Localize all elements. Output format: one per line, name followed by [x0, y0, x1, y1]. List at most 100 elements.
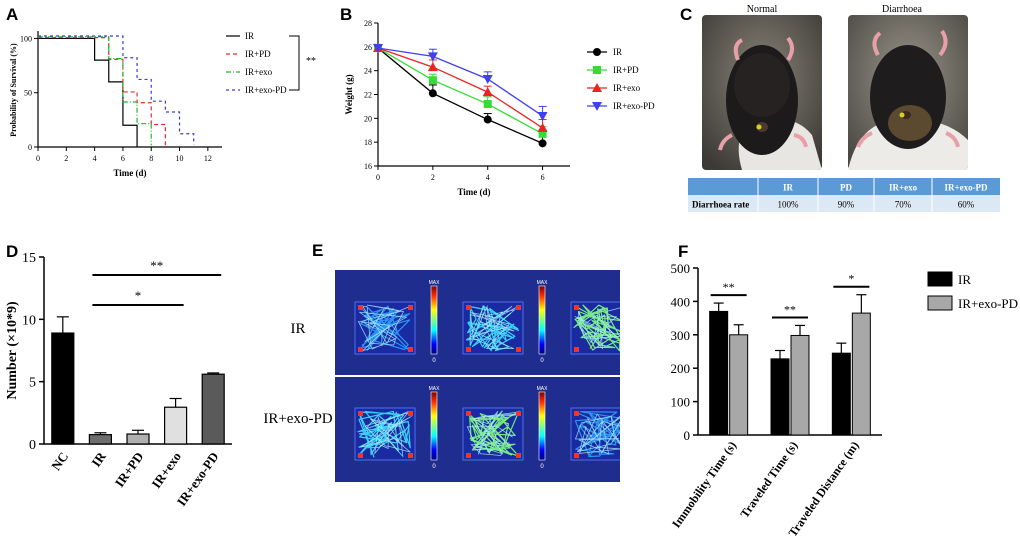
y-tick-label: 200 [671, 361, 691, 376]
x-tick-label: 6 [121, 154, 125, 163]
significance-label: ** [150, 258, 163, 273]
x-tick-label: 4 [486, 173, 490, 182]
table-header-pd: PD [840, 183, 852, 193]
legend-label-ir-pd: IR+PD [245, 49, 271, 59]
data-point-ir-exo-pd [373, 44, 383, 54]
significance-label: * [848, 272, 854, 286]
y-tick-label: 24 [364, 67, 372, 76]
significance-label: ** [306, 56, 316, 67]
corner-hotspot [574, 305, 579, 310]
y-tick-label: 100 [671, 395, 691, 410]
diarrhoea-mouse-photo [848, 15, 968, 170]
table-cell: 90% [838, 200, 855, 210]
x-tick-label: Immobility Time (s) [669, 439, 739, 531]
series-line-ir [38, 37, 138, 147]
data-point-ir-exo-pd [482, 75, 493, 85]
track-path [360, 410, 412, 458]
colorbar-max-label: MAX [429, 386, 441, 392]
legend-label-ir-exo-pd: IR+exo-PD [958, 296, 1018, 311]
significance-label: * [135, 288, 142, 303]
normal-mouse-photo [702, 15, 822, 170]
legend-label-ir-pd: IR+PD [613, 65, 639, 75]
y-tick-label: 500 [671, 261, 691, 276]
colorbar [538, 391, 546, 461]
table-row-label: Diarrhoea rate [692, 200, 749, 210]
significance-label: ** [784, 302, 796, 316]
track-path [574, 413, 620, 455]
colorbar-min-label: 0 [432, 464, 436, 470]
y-tick-label: 22 [364, 91, 372, 100]
y-axis-label: Number (×10*9) [5, 301, 20, 400]
data-point-ir-pd [483, 100, 492, 109]
diarrhoea-panel: C Normal Diarrhoea [680, 0, 1020, 220]
data-point-ir [538, 139, 547, 148]
data-point-ir-pd [428, 76, 437, 85]
y-tick-label: 300 [671, 328, 691, 343]
legend-label-ir-exo: IR+exo [245, 67, 273, 77]
panel-label-d: D [6, 242, 18, 261]
data-point-ir-exo-pd [537, 111, 548, 121]
corner-hotspot [358, 347, 363, 352]
y-tick-label: 0 [28, 143, 32, 152]
bar-ir-pd [126, 433, 150, 445]
colorbar-max-label: MAX [537, 280, 549, 286]
corner-hotspot [358, 453, 363, 458]
track-path [574, 411, 620, 458]
x-tick-label: 2 [64, 154, 68, 163]
y-tick-label: 15 [22, 251, 36, 266]
corner-hotspot [408, 411, 413, 416]
x-tick-label: Traveled Distance (m) [785, 439, 861, 540]
y-tick-label: 0 [29, 438, 36, 453]
bar-chart-f: F 0 100 200 300 400 500 ** Immobility Time (s) *… [669, 242, 1018, 540]
corner-hotspot [574, 411, 579, 416]
corner-hotspot [408, 347, 413, 352]
legend-marker-ir-exo-pd [592, 102, 602, 111]
colorbar [430, 285, 438, 355]
x-tick-label: 2 [431, 173, 435, 182]
significance-bracket [289, 35, 300, 91]
x-tick-label: IR+PD [112, 449, 147, 490]
table-header-ir: IR [783, 183, 794, 193]
photo-title-diarrhoea: Diarrhoea [882, 4, 923, 15]
legend-label-ir: IR [613, 47, 622, 57]
track-path [466, 410, 520, 456]
heat-row-label-ir-exo-pd: IR+exo-PD [263, 411, 332, 427]
track-path [574, 307, 620, 350]
y-tick-label: 0 [684, 428, 691, 443]
legend-swatch-ir [927, 271, 953, 287]
data-point-ir [428, 89, 437, 98]
legend-label-ir-exo-pd: IR+exo-PD [245, 85, 287, 95]
panel-label-a: A [6, 5, 18, 24]
x-tick-label: 0 [36, 154, 40, 163]
series-line-ir-exo [377, 47, 543, 129]
x-tick-label: 6 [541, 173, 545, 182]
corner-hotspot [408, 453, 413, 458]
y-tick-label: 16 [364, 162, 372, 171]
bar-ir [831, 352, 851, 436]
heatmap-panel: E IR IR+exo-PD MAX0MAX0MAX0MAX0MAX0MAX0 [263, 241, 620, 482]
photo-title-normal: Normal [747, 4, 778, 15]
x-tick-label: 4 [93, 154, 97, 163]
bar-ir-exo-pd [790, 334, 810, 436]
table-cell: 70% [895, 200, 912, 210]
table-body-row [688, 195, 1000, 212]
heat-row-label-ir: IR [291, 321, 306, 337]
colorbar-min-label: 0 [540, 464, 544, 470]
y-tick-label: 5 [29, 376, 36, 391]
corner-hotspot [516, 347, 521, 352]
legend-marker-ir [593, 48, 601, 56]
legend-swatch-ir-exo-pd [927, 295, 953, 311]
panel-label-b: B [340, 5, 352, 24]
track-path [468, 304, 520, 351]
bar-ir [709, 310, 729, 436]
x-axis-label: Time (d) [457, 187, 490, 197]
series-line-ir [377, 47, 543, 144]
y-tick-label: 18 [364, 138, 372, 147]
legend-label-ir: IR [245, 31, 254, 41]
corner-hotspot [574, 347, 579, 352]
data-point-ir-exo [482, 87, 493, 97]
table-cell: 60% [958, 200, 975, 210]
colorbar-max-label: MAX [537, 386, 549, 392]
x-tick-label: Traveled Time (s) [737, 439, 800, 521]
bar-ir [88, 434, 113, 445]
